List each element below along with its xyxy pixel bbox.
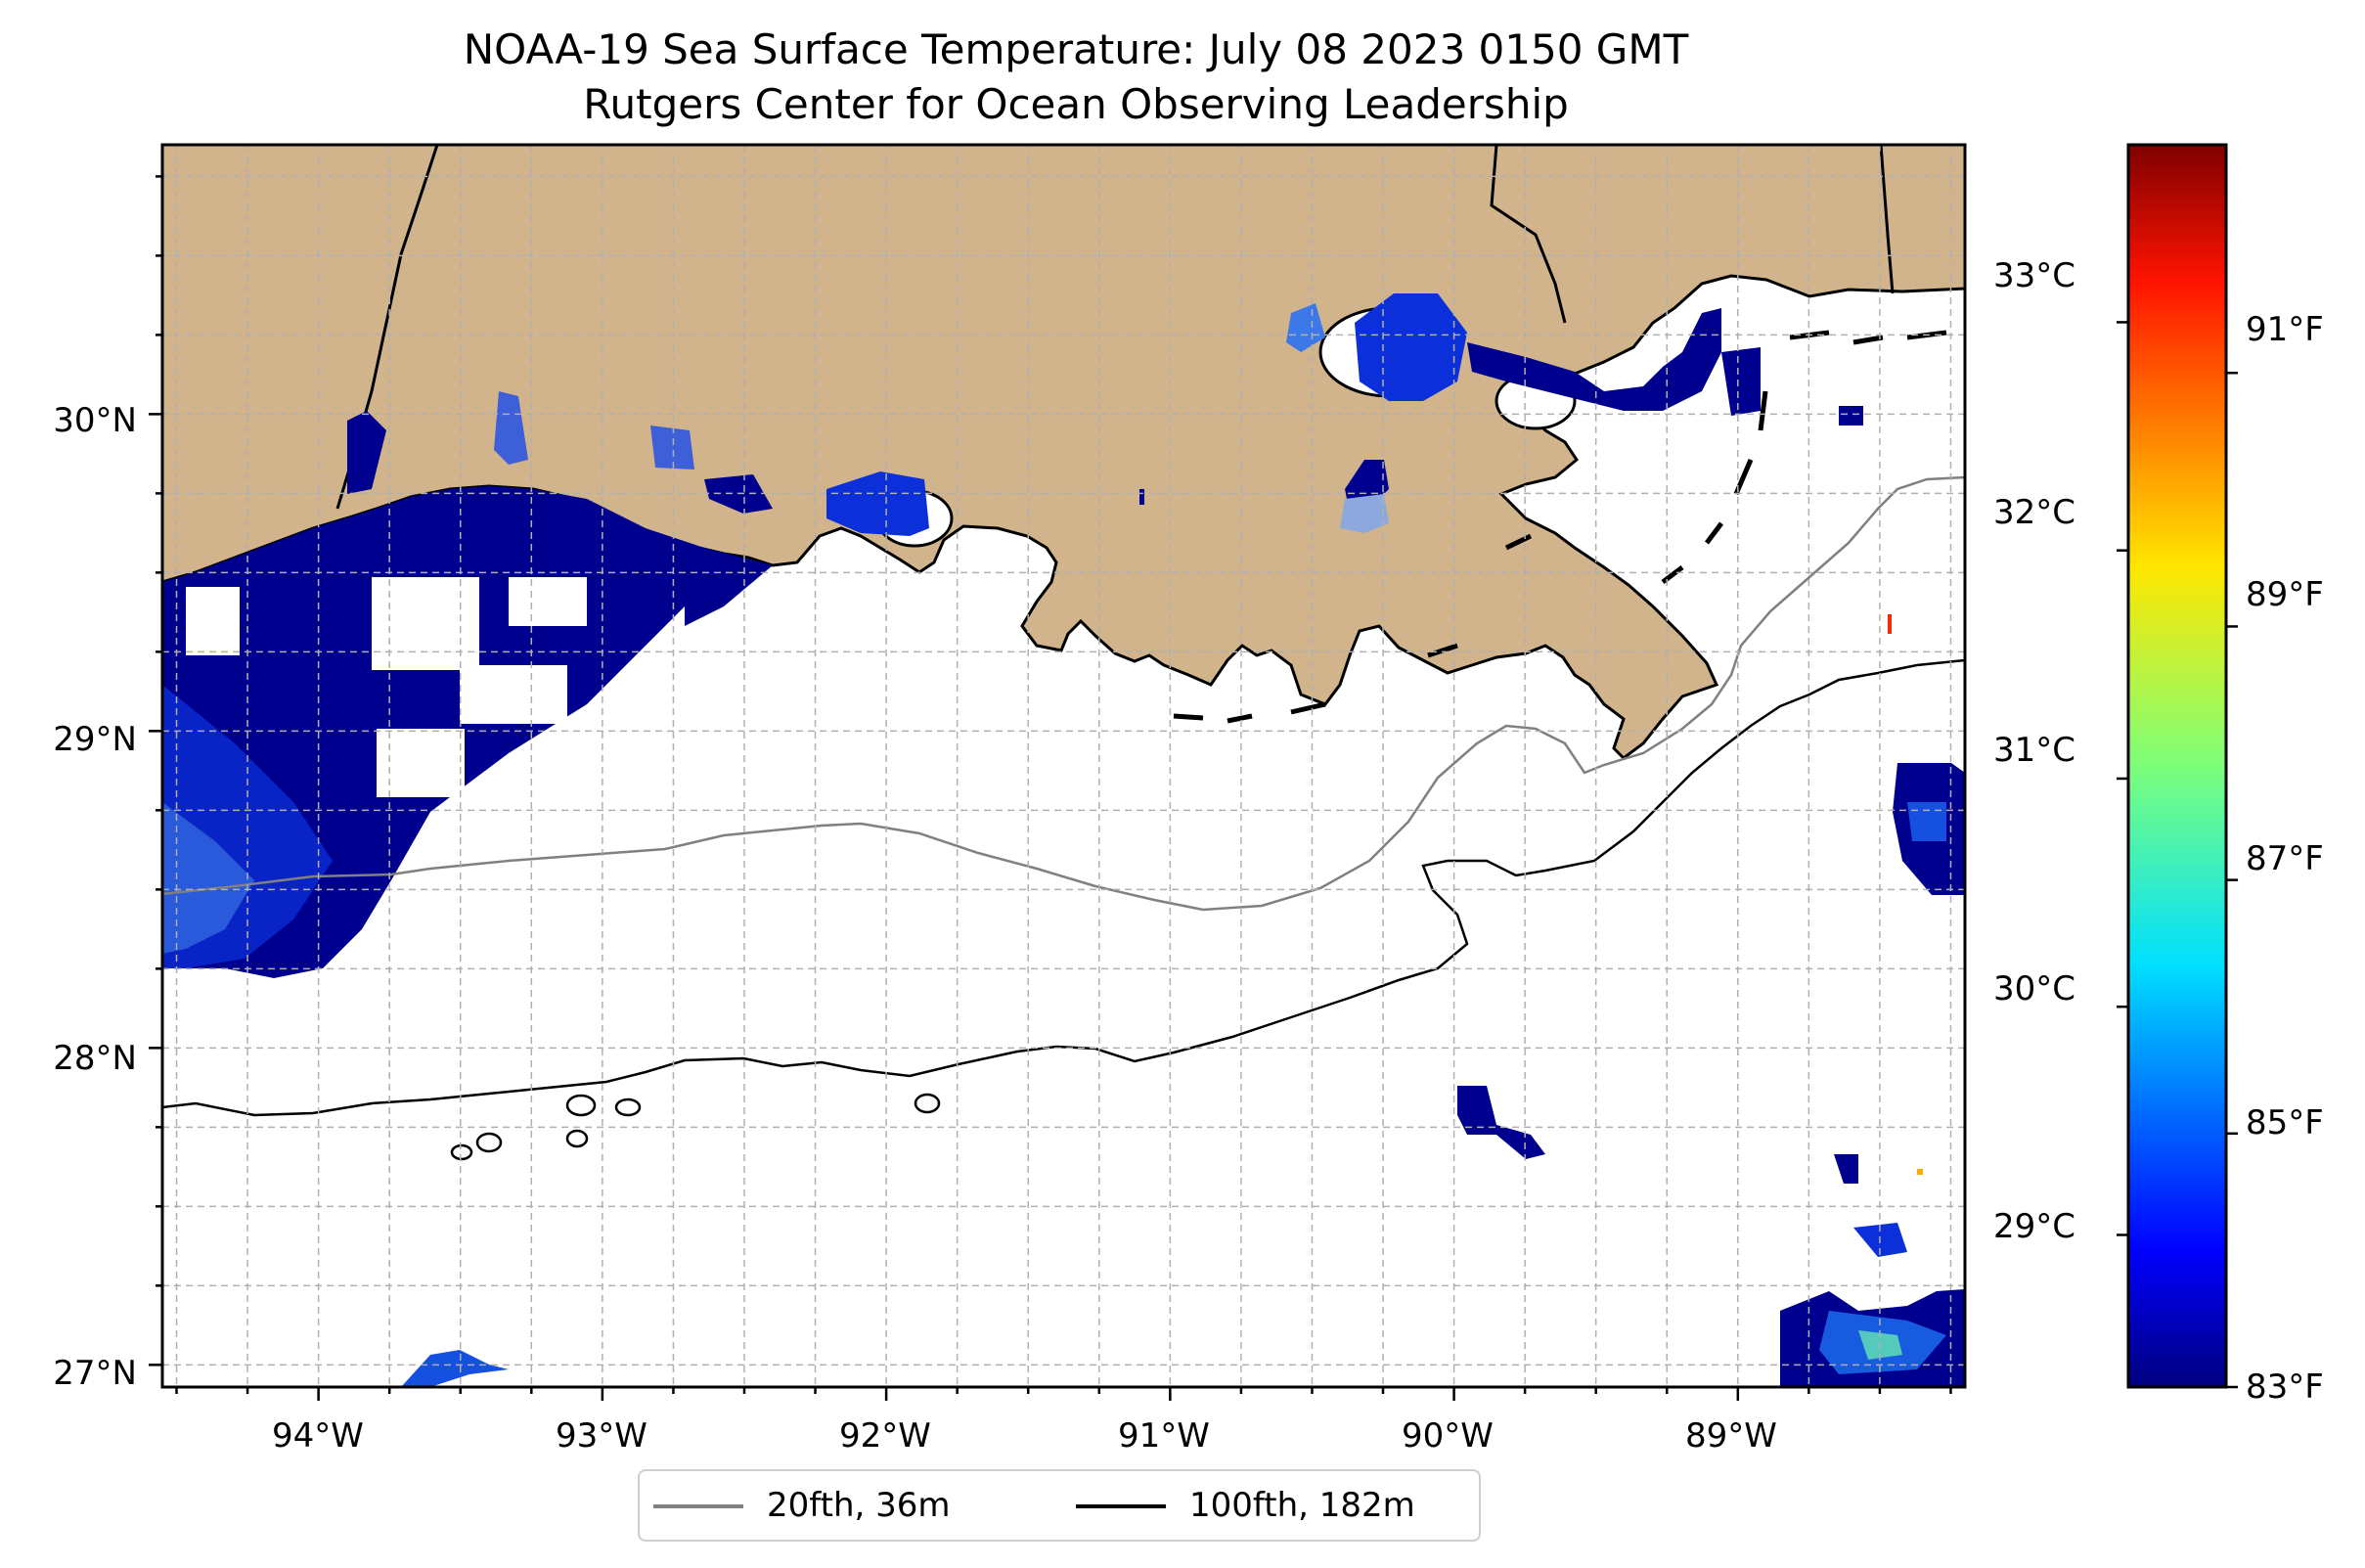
lon-label-94: 94°W <box>272 1416 364 1456</box>
barrier-islands <box>1173 533 1533 724</box>
lat-label-30: 30°N <box>53 401 137 440</box>
isobath-loop <box>914 1093 941 1114</box>
colorbar-celsius-29: 29°C <box>1993 1207 2076 1246</box>
isobath-loop <box>565 1094 597 1117</box>
axis-ticks <box>149 175 1952 1401</box>
colorbar-celsius-31: 31°C <box>1993 731 2076 770</box>
colorbar-celsius-32: 32°C <box>1993 493 2076 532</box>
map-frame <box>160 143 1967 1389</box>
lat-label-27: 27°N <box>53 1354 137 1393</box>
colorbar-celsius-30: 30°C <box>1993 969 2076 1008</box>
colorbar <box>2126 143 2228 1389</box>
map-subtitle: Rutgers Center for Ocean Observing Leade… <box>583 80 1569 128</box>
lat-label-29: 29°N <box>53 720 137 759</box>
isobath-20fth <box>162 475 1965 912</box>
colorbar-fahrenheit-83: 83°F <box>2246 1367 2324 1407</box>
colorbar-ticks <box>2117 321 2238 1389</box>
colorbar-fahrenheit-87: 87°F <box>2246 839 2324 878</box>
legend-swatch-100fth <box>1076 1504 1166 1508</box>
lon-label-90: 90°W <box>1402 1416 1494 1456</box>
lat-label-28: 28°N <box>53 1039 137 1078</box>
lon-label-92: 92°W <box>839 1416 931 1456</box>
legend-swatch-20fth <box>653 1504 743 1508</box>
colorbar-celsius-33: 33°C <box>1993 256 2076 295</box>
legend-label-100fth: 100fth, 182m <box>1189 1486 1415 1525</box>
isobath-loop <box>475 1132 503 1153</box>
state-border-la-ms <box>1490 145 1567 324</box>
map-title: NOAA-19 Sea Surface Temperature: July 08… <box>463 25 1689 73</box>
colorbar-fahrenheit-85: 85°F <box>2246 1103 2324 1142</box>
state-border-ms-al <box>1879 145 1895 294</box>
isobath-loop <box>614 1098 642 1117</box>
lon-label-89: 89°W <box>1685 1416 1777 1456</box>
colorbar-fahrenheit-89: 89°F <box>2246 575 2324 614</box>
gridlines <box>162 145 1965 1387</box>
lon-label-91: 91°W <box>1118 1416 1210 1456</box>
legend-label-20fth: 20fth, 36m <box>767 1486 951 1525</box>
isobath-100fth <box>162 658 1965 1117</box>
colorbar-fahrenheit-91: 91°F <box>2246 310 2324 349</box>
isobath-loop <box>450 1143 473 1161</box>
legend: 20fth, 36m 100fth, 182m <box>638 1469 1481 1542</box>
isobath-loop <box>565 1129 589 1148</box>
lon-label-93: 93°W <box>556 1416 647 1456</box>
